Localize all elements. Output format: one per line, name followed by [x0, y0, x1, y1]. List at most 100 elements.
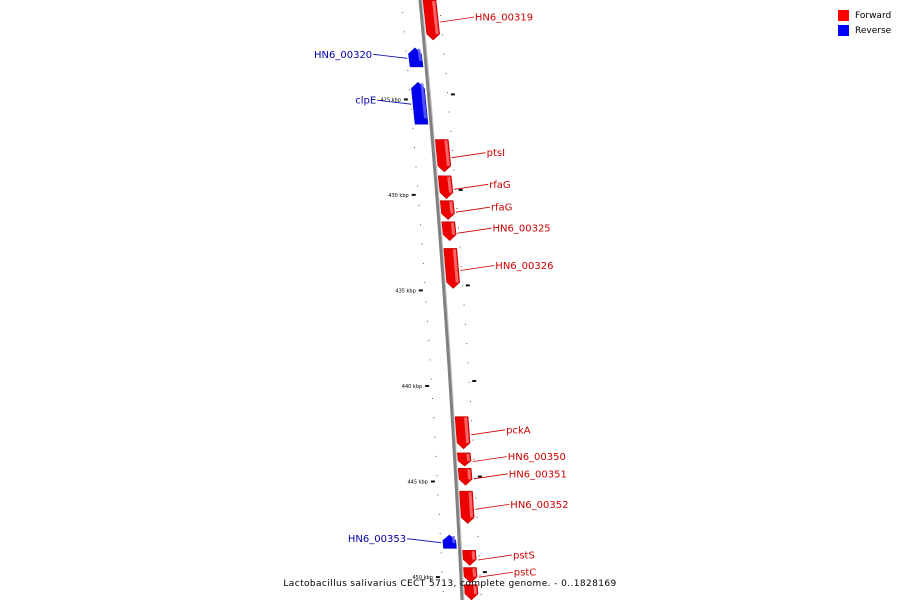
gene-label: HN6_00319 [475, 13, 533, 24]
genome-backbone-shadow [421, 0, 465, 600]
minor-tick [443, 53, 445, 55]
gene-rfaG-forward: rfaG [437, 175, 511, 200]
gene-unlabeled-forward [464, 584, 479, 600]
minor-tick [424, 282, 426, 284]
minor-tick [441, 34, 443, 36]
tick-label: 425 kbp [381, 97, 401, 103]
minor-tick [479, 574, 481, 576]
minor-tick [473, 458, 475, 460]
minor-tick [467, 362, 469, 364]
minor-tick [440, 15, 442, 16]
gene-label-leader [377, 99, 412, 105]
minor-tick [463, 304, 465, 306]
legend-reverse-label: Reverse [855, 25, 892, 36]
minor-tick [436, 475, 438, 477]
gene-label: HN6_00353 [348, 534, 406, 545]
gene-pckA-forward: pckA [454, 416, 531, 450]
minor-tick [428, 340, 430, 342]
gene-arrow-highlight [451, 536, 456, 544]
major-tick-right [477, 475, 482, 478]
minor-tick [425, 301, 427, 303]
minor-tick [451, 150, 453, 152]
gene-HN6_00352-forward: HN6_00352 [459, 490, 568, 524]
gene-arrow-highlight [444, 140, 450, 166]
major-tick-right [472, 380, 477, 382]
gene-HN6_00350-forward: HN6_00350 [457, 452, 566, 467]
gene-arrow-highlight [420, 83, 427, 119]
legend-forward-swatch [838, 10, 849, 21]
gene-label: pstS [513, 551, 535, 562]
gene-label: HN6_00320 [314, 50, 372, 61]
minor-tick [418, 205, 420, 206]
gene-rfaG-forward: rfaG [439, 200, 513, 221]
gene-arrow-highlight [468, 492, 474, 518]
legend: Forward Reverse [838, 8, 891, 38]
gene-features: HN6_00319 HN6_00320 clpE ptsI rfaG rfaG HN6_00… [314, 0, 568, 600]
gene-label-leader [373, 53, 408, 59]
gene-label-leader [471, 429, 506, 436]
minor-tick [434, 436, 436, 438]
gene-label-leader [475, 503, 510, 510]
minor-tick [433, 417, 435, 419]
minor-tick [475, 497, 477, 499]
gene-label: ptsI [487, 148, 505, 159]
gene-label-leader [472, 456, 507, 462]
gene-arrow-highlight [464, 417, 470, 443]
gene-label: HN6_00351 [509, 469, 567, 480]
minor-tick [450, 130, 452, 132]
gene-label: rfaG [491, 203, 513, 214]
gene-pstC-forward: pstC [463, 567, 536, 584]
genome-backbone [418, 0, 464, 600]
gene-HN6_00325-forward: HN6_00325 [441, 221, 551, 242]
gene-clpE-reverse: clpE [355, 81, 429, 125]
minor-tick [447, 92, 448, 94]
major-tick-left [403, 98, 408, 101]
minor-tick [422, 262, 424, 264]
gene-label-leader [460, 265, 495, 271]
gene-label-leader [457, 227, 492, 234]
minor-tick [435, 455, 437, 457]
minor-tick [476, 516, 478, 518]
gene-label-leader [439, 16, 474, 23]
minor-tick [464, 323, 466, 325]
tick-label: 435 kbp [395, 288, 415, 294]
minor-tick [407, 69, 409, 71]
gene-arrow-highlight [452, 249, 459, 283]
minor-tick [410, 108, 412, 110]
minor-tick [468, 381, 470, 383]
gene-label: HN6_00352 [510, 500, 568, 511]
minor-tick [480, 594, 482, 595]
gene-label: HN6_00326 [495, 261, 553, 272]
minor-tick [453, 169, 455, 171]
minor-tick [415, 166, 417, 168]
minor-tick [430, 378, 432, 380]
legend-forward-label: Forward [855, 10, 892, 21]
gene-arrow-highlight [432, 1, 439, 35]
minor-tick [472, 439, 474, 441]
gene-pstS-forward: pstS [462, 550, 535, 566]
gene-label-leader [454, 183, 489, 190]
minor-tick [438, 513, 440, 515]
major-tick-left [430, 480, 435, 483]
minor-tick [417, 185, 418, 187]
major-tick-left [411, 193, 416, 196]
tick-label: 450 kbp [413, 575, 433, 581]
gene-label: pckA [506, 425, 531, 436]
minor-tick [412, 127, 414, 129]
gene-ptsI-forward: ptsI [435, 139, 505, 173]
minor-tick [470, 401, 471, 402]
major-tick-right [458, 188, 463, 191]
minor-tick [432, 398, 433, 399]
minor-tick [426, 320, 428, 322]
gene-HN6_00319-forward: HN6_00319 [422, 0, 533, 41]
gene-label-leader [407, 538, 442, 544]
major-tick-left [425, 385, 430, 387]
tick-label: 430 kbp [388, 193, 408, 199]
minor-tick [456, 208, 458, 209]
gene-arrow-highlight [417, 48, 423, 61]
minor-tick [421, 243, 423, 245]
gene-arrow-highlight [447, 176, 452, 193]
minor-tick [420, 224, 421, 226]
major-tick-left [418, 289, 423, 292]
gene-arrow-highlight [449, 201, 454, 214]
